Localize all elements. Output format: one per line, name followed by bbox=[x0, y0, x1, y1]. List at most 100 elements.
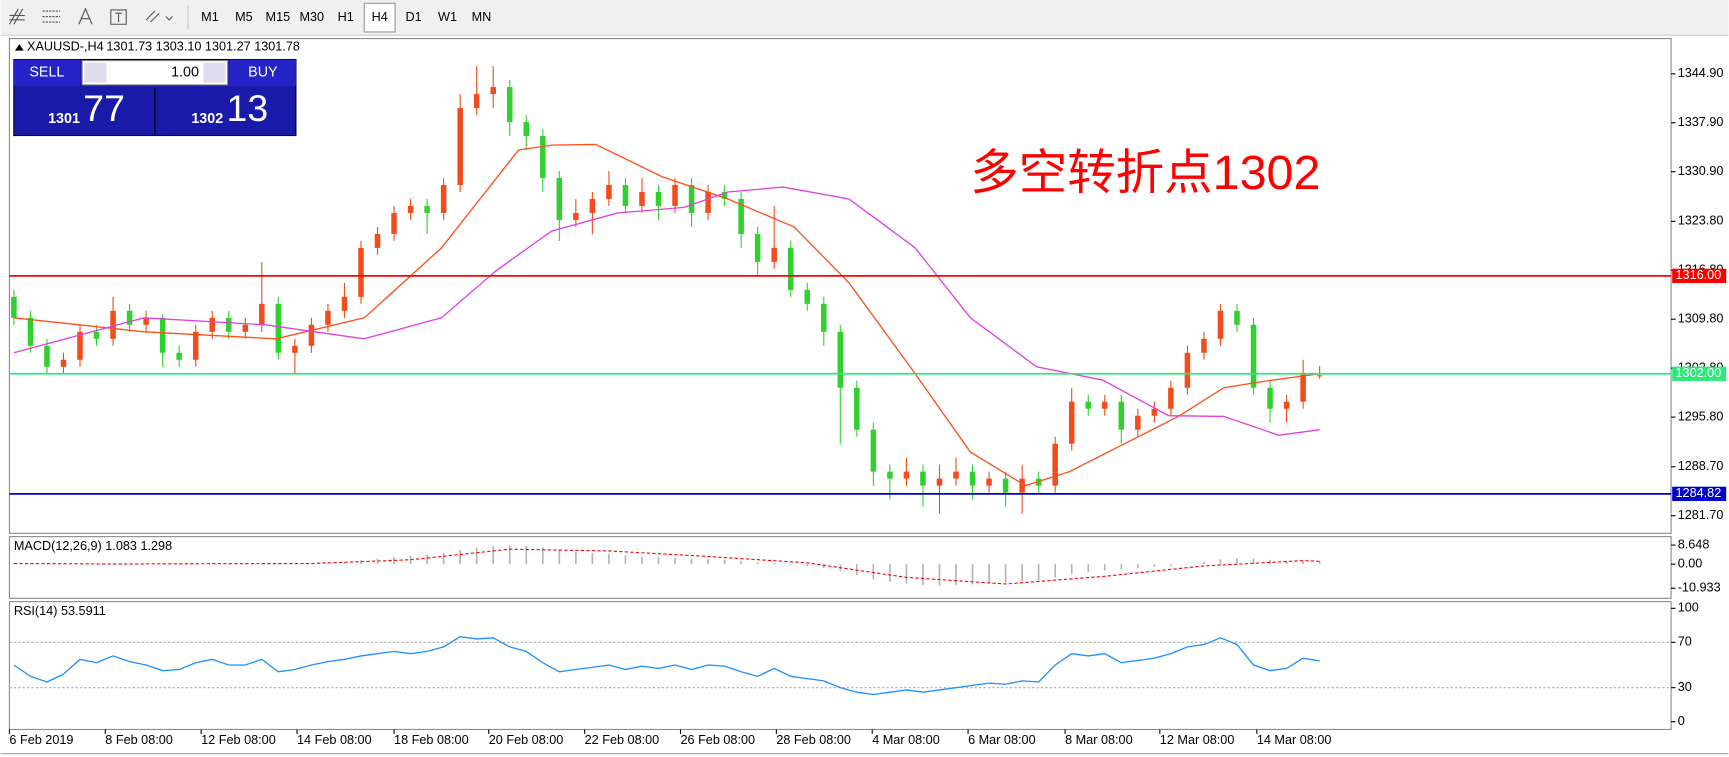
candle-body bbox=[259, 303, 265, 325]
lot-up[interactable] bbox=[203, 62, 226, 83]
candle-body bbox=[1035, 478, 1042, 486]
candle-body bbox=[424, 205, 430, 213]
timeframe-button[interactable]: H1 bbox=[338, 10, 354, 24]
tool-icon[interactable] bbox=[145, 10, 173, 23]
candle-body bbox=[705, 191, 711, 213]
candle-body bbox=[77, 331, 83, 360]
timeframe-button[interactable]: M1 bbox=[201, 10, 219, 24]
x-tick-label: 12 Feb 08:00 bbox=[201, 733, 276, 747]
indicator-title: RSI(14) 53.5911 bbox=[14, 604, 106, 618]
candle-body bbox=[573, 212, 579, 220]
candle-body bbox=[209, 317, 215, 332]
candle-body bbox=[837, 331, 844, 388]
candle-body bbox=[556, 177, 563, 220]
candle-body bbox=[920, 471, 926, 486]
candle-body bbox=[1283, 401, 1290, 409]
level-label-bg bbox=[1672, 486, 1727, 502]
candle-body bbox=[1102, 401, 1108, 409]
candle-body bbox=[226, 317, 232, 332]
candle-body bbox=[11, 296, 17, 318]
level-label: 1316.00 bbox=[1675, 268, 1721, 282]
y-tick-label: 30 bbox=[1678, 680, 1692, 694]
candle-body bbox=[374, 233, 381, 248]
candle-body bbox=[440, 184, 447, 213]
tool-icon[interactable] bbox=[78, 7, 93, 25]
x-tick-label: 20 Feb 08:00 bbox=[489, 733, 564, 747]
x-tick-label: 18 Feb 08:00 bbox=[394, 733, 469, 747]
x-tick-label: 8 Feb 08:00 bbox=[105, 733, 173, 747]
candle-body bbox=[308, 324, 315, 346]
candle-body bbox=[1002, 478, 1009, 493]
timeframe-button[interactable]: M30 bbox=[299, 10, 324, 24]
bid-pips[interactable]: 77 bbox=[83, 87, 125, 129]
candle-body bbox=[738, 198, 744, 234]
ask-pips[interactable]: 13 bbox=[227, 87, 269, 129]
x-tick-label: 14 Feb 08:00 bbox=[297, 733, 372, 747]
candle-body bbox=[821, 303, 827, 332]
candle-body bbox=[1201, 338, 1207, 353]
candle-body bbox=[325, 310, 331, 325]
sell-button[interactable] bbox=[13, 59, 80, 86]
y-tick-label: 70 bbox=[1678, 635, 1692, 649]
bid-main[interactable]: 1301 bbox=[48, 111, 80, 127]
y-tick-label: 1344.90 bbox=[1678, 66, 1724, 80]
candle-body bbox=[1234, 310, 1240, 325]
timeframe-button[interactable]: M5 bbox=[235, 10, 253, 24]
tool-icon[interactable] bbox=[42, 10, 61, 23]
main-panel-frame bbox=[8, 38, 1672, 534]
y-tick-label: 1288.70 bbox=[1678, 459, 1724, 473]
y-tick-label: 100 bbox=[1678, 601, 1699, 615]
lot-down[interactable] bbox=[84, 62, 107, 83]
y-tick-label: 0.00 bbox=[1678, 557, 1703, 571]
toolbar bbox=[0, 0, 1729, 36]
toolbar-tools[interactable] bbox=[8, 5, 189, 30]
timeframe-button[interactable]: M15 bbox=[266, 10, 291, 24]
lot-value[interactable]: 1.00 bbox=[171, 65, 199, 81]
timeframe-button[interactable]: MN bbox=[472, 10, 492, 24]
y-tick-label: 1295.80 bbox=[1678, 409, 1724, 423]
y-tick-label: 1337.90 bbox=[1678, 115, 1724, 129]
buy-button[interactable] bbox=[229, 59, 296, 86]
candle-body bbox=[1300, 373, 1306, 402]
macd-panel-frame bbox=[8, 536, 1672, 599]
x-tick-label: 12 Mar 08:00 bbox=[1160, 733, 1235, 747]
timeframe-button[interactable]: H4 bbox=[372, 10, 388, 24]
candle-body bbox=[1250, 324, 1257, 388]
candle-body bbox=[292, 345, 298, 353]
ohlc-text: 1301.73 1303.10 1301.27 1301.78 bbox=[106, 40, 300, 54]
x-tick-label: 28 Feb 08:00 bbox=[776, 733, 851, 747]
tool-icon[interactable] bbox=[8, 8, 25, 25]
candle-body bbox=[1151, 408, 1158, 416]
x-tick-label: 8 Mar 08:00 bbox=[1065, 733, 1133, 747]
candle-body bbox=[1316, 375, 1323, 377]
macd-signal bbox=[13, 548, 1320, 585]
indicator-title: MACD(12,26,9) 1.083 1.298 bbox=[14, 539, 172, 553]
y-tick-label: -10.933 bbox=[1678, 581, 1721, 595]
candle-body bbox=[804, 289, 811, 304]
chart-title: XAUUSD-,H4 bbox=[27, 40, 104, 54]
candle-body bbox=[721, 191, 728, 199]
tool-icon[interactable] bbox=[110, 9, 127, 25]
candle-body bbox=[1135, 415, 1141, 430]
rsi-line bbox=[13, 635, 1320, 696]
candle-body bbox=[44, 345, 50, 367]
candle-body bbox=[1068, 401, 1075, 444]
buy-label[interactable]: BUY bbox=[248, 65, 278, 81]
candle-body bbox=[60, 359, 67, 367]
timeframe-button[interactable]: W1 bbox=[438, 10, 457, 24]
one-click-trading: SELL 1.00 BUY 1301 77 1302 13 bbox=[13, 58, 297, 137]
timeframe-button[interactable]: D1 bbox=[406, 10, 422, 24]
candle-body bbox=[176, 352, 182, 360]
candle-body bbox=[275, 303, 282, 353]
candle-body bbox=[1019, 478, 1025, 493]
candle-body bbox=[540, 136, 546, 178]
candle-body bbox=[986, 478, 992, 486]
candle-body bbox=[936, 478, 943, 486]
level-label: 1284.82 bbox=[1675, 486, 1721, 500]
sell-label[interactable]: SELL bbox=[29, 65, 64, 81]
ask-main[interactable]: 1302 bbox=[191, 111, 223, 127]
moving-average bbox=[13, 186, 1320, 436]
x-tick-label: 26 Feb 08:00 bbox=[680, 733, 755, 747]
